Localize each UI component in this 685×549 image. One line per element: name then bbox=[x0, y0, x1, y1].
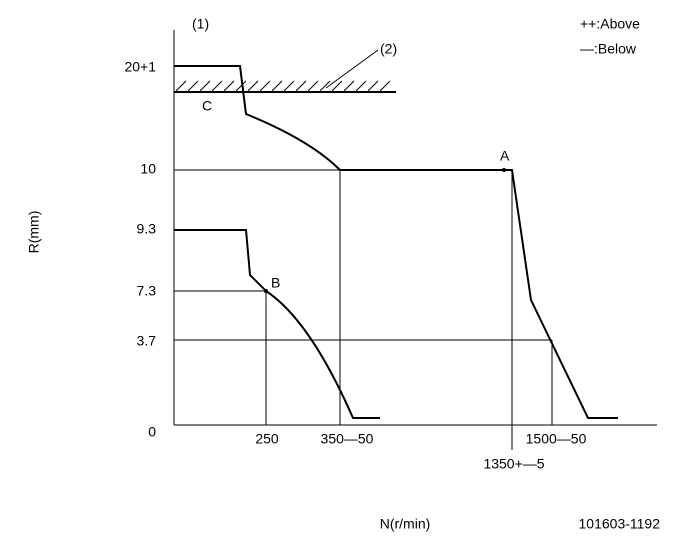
y-label: 10 bbox=[140, 161, 156, 177]
y-title: R(mm) bbox=[26, 211, 42, 254]
ref-label: (1) bbox=[192, 16, 209, 32]
guide-lines bbox=[174, 169, 553, 450]
y-label: 7.3 bbox=[137, 283, 157, 299]
point-label: C bbox=[202, 98, 212, 114]
upper-curve bbox=[174, 65, 618, 419]
x-label: 350—50 bbox=[321, 431, 374, 447]
stopper bbox=[174, 49, 396, 93]
x-label: 1350+—5 bbox=[483, 456, 544, 472]
hatching bbox=[175, 80, 391, 92]
x-label: 250 bbox=[255, 431, 279, 447]
point-label: A bbox=[500, 148, 510, 164]
legend-above: ++:Above bbox=[580, 16, 640, 32]
y-label: 3.7 bbox=[137, 333, 157, 349]
lower-curve bbox=[174, 229, 380, 419]
point-label: B bbox=[271, 275, 280, 291]
point-a bbox=[502, 168, 506, 172]
drawing-number: 101603-1192 bbox=[579, 516, 661, 532]
axes bbox=[173, 30, 657, 426]
x-title: N(r/min) bbox=[380, 516, 431, 532]
legend-below: —:Below bbox=[580, 41, 637, 57]
y-label: 0 bbox=[148, 424, 156, 440]
part-label: (2) bbox=[380, 41, 397, 57]
x-label: 1500—50 bbox=[526, 431, 587, 447]
point-b bbox=[264, 289, 268, 293]
y-label: 9.3 bbox=[137, 221, 157, 237]
y-label: 20+1 bbox=[124, 59, 156, 75]
leader bbox=[325, 49, 379, 89]
